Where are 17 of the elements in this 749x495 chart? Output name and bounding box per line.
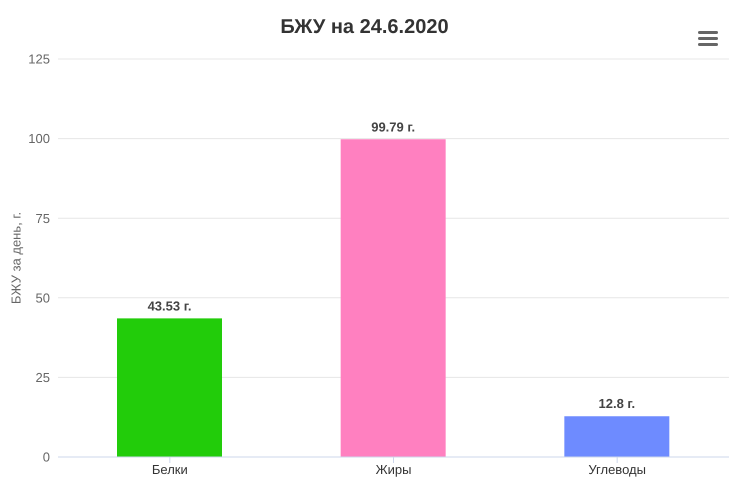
y-tick-label: 100: [28, 131, 50, 146]
x-tick-label: Жиры: [376, 462, 412, 478]
bar: [564, 416, 670, 457]
data-label: 12.8 г.: [598, 396, 636, 412]
y-axis-title: БЖУ за день, г.: [8, 212, 24, 304]
y-tick-label: 125: [28, 52, 50, 67]
y-tick-label: 25: [36, 370, 50, 386]
y-tick-label: 75: [36, 210, 50, 226]
y-tick-label: 50: [36, 290, 50, 306]
chart-title: БЖУ на 24.6.2020: [279, 16, 450, 39]
data-label: 99.79 г.: [371, 119, 416, 134]
data-label: 43.53 г.: [148, 298, 192, 314]
x-tick-label: Белки: [152, 462, 188, 478]
bar: [117, 318, 222, 457]
x-tick-label: Углеводы: [588, 462, 646, 478]
y-tick-label: 0: [42, 450, 50, 465]
bar: [340, 139, 446, 457]
